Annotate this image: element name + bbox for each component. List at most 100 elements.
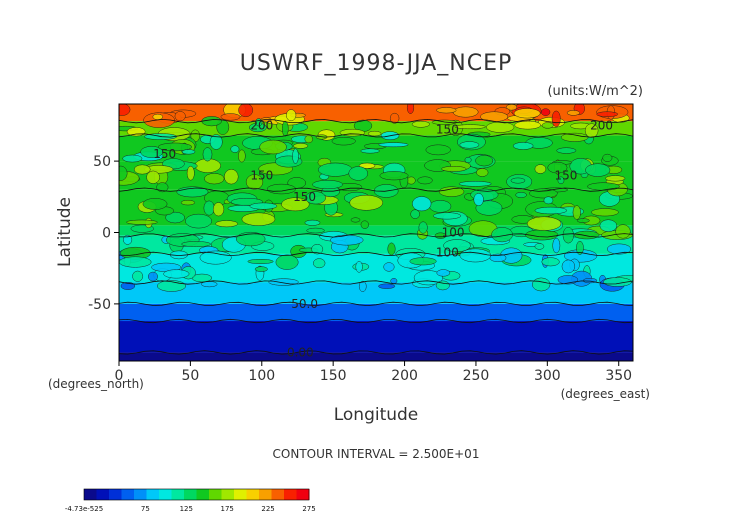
colorbar-swatch: [234, 489, 247, 500]
contour-cell: [212, 202, 225, 217]
colorbar-swatch: [221, 489, 235, 500]
units-label: (units:W/m^2): [547, 84, 643, 99]
y-axis: -50 0 50: [88, 154, 119, 313]
contour-label: 150: [293, 190, 316, 204]
x-tick-label: 250: [463, 368, 490, 384]
contour-cell: [181, 241, 211, 248]
colorbar-swatch: [196, 489, 210, 500]
contour-cell: [615, 224, 631, 239]
contour-cell: [556, 147, 577, 154]
contour-cell: [245, 174, 264, 190]
contour-cell: [281, 120, 289, 137]
contour-cell: [285, 109, 297, 122]
x-axis-sublabel: (degrees_east): [561, 387, 650, 401]
contour-cell: [241, 212, 276, 226]
x-axis-label: Longitude: [334, 405, 419, 425]
contour-cell: [429, 200, 452, 213]
contour-line: [119, 118, 633, 124]
colorbar-swatch: [121, 489, 135, 500]
y-axis-label: Latitude: [55, 197, 75, 267]
contour-cell: [438, 186, 465, 197]
chart-title: USWRF_1998-JJA_NCEP: [240, 51, 513, 76]
contour-cell: [551, 110, 561, 127]
contour-cell: [473, 193, 484, 206]
contour-cell: [180, 199, 196, 206]
contour-cell: [238, 149, 246, 163]
contour-cell: [435, 280, 450, 291]
contour-cell: [311, 244, 324, 255]
contour-cell: [224, 169, 239, 185]
contour-cell: [584, 123, 599, 138]
contour-cell: [119, 104, 131, 116]
contour-label: 150: [554, 168, 577, 182]
colorbar-swatch: [209, 489, 222, 500]
contour-cell: [230, 145, 240, 153]
contour-cell: [360, 220, 369, 229]
contour-label: 50.0: [291, 297, 318, 311]
contour-label: 100: [442, 226, 465, 240]
x-tick-label: 350: [605, 368, 632, 384]
contour-cell: [367, 130, 382, 137]
contour-cell: [389, 112, 400, 124]
contour-cell: [358, 280, 367, 292]
contour-cell: [387, 242, 396, 256]
contour-cell: [203, 200, 215, 216]
contour-cell: [557, 176, 565, 185]
contour-cell: [119, 165, 128, 181]
contour-cell: [552, 237, 561, 254]
contour-cell: [486, 121, 515, 133]
contour-cell: [157, 142, 193, 152]
contour-cell: [417, 176, 433, 185]
contour-cell: [418, 221, 428, 234]
contour-cell: [573, 230, 600, 240]
contour-cell: [378, 142, 409, 148]
contour-cell: [220, 113, 241, 121]
colorbar-swatch: [246, 489, 260, 500]
contour-label: 0.00: [287, 345, 314, 359]
colorbar-tick-label: 275: [302, 505, 315, 513]
contour-cell: [133, 164, 151, 175]
contour-cell: [510, 177, 526, 184]
contour-cell: [599, 219, 618, 232]
zonal-band-0: [119, 352, 633, 361]
contour-cell: [143, 112, 175, 128]
contour-cell: [411, 120, 430, 128]
contour-cell: [491, 227, 513, 243]
contour-cell: [409, 257, 437, 266]
y-tick-label: -50: [88, 297, 111, 313]
contour-cell: [602, 153, 613, 162]
contour-label: 150: [436, 123, 459, 137]
contour-line: [119, 251, 633, 257]
contour-cell: [204, 173, 225, 185]
contour-cell: [140, 146, 164, 158]
colorbar-tick-label: 75: [141, 505, 150, 513]
contour-cell: [358, 162, 376, 169]
contour-cell: [312, 180, 343, 190]
colorbar-swatch: [159, 489, 172, 500]
contour-line: [119, 280, 633, 285]
colorbar-swatch: [184, 489, 197, 500]
contour-cell: [562, 226, 574, 244]
zonal-band-2: [119, 303, 633, 322]
contour-cell: [526, 216, 562, 231]
contour-cell: [304, 135, 314, 144]
contour-cell: [236, 231, 266, 247]
contour-label: 150: [250, 168, 273, 182]
contour-cell: [561, 259, 576, 274]
contour-cell: [293, 143, 309, 149]
contour-cell: [543, 196, 554, 205]
contour-cell: [607, 243, 632, 255]
x-tick-label: 0: [115, 368, 124, 384]
contour-cell: [209, 134, 223, 150]
contour-cell: [360, 148, 380, 154]
x-tick-label: 100: [248, 368, 275, 384]
colorbar-tick-labels: 75 125 175 225 275: [141, 505, 316, 513]
contour-cell: [560, 132, 589, 142]
contour-cell: [165, 211, 185, 224]
contour-cell: [122, 154, 143, 163]
y-axis-sublabel: (degrees_north): [48, 377, 144, 391]
contour-cell: [181, 149, 196, 155]
contour-label: 100: [436, 245, 459, 259]
contour-cell: [585, 163, 611, 177]
contour-cell: [355, 261, 363, 273]
